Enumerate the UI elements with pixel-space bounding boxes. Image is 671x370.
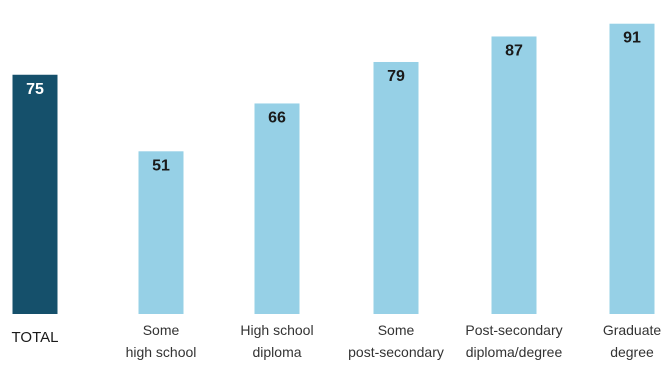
value-label-total: 75: [26, 81, 44, 98]
category-label-line: post-secondary: [348, 344, 444, 360]
category-label-1: Some high school: [126, 322, 197, 360]
value-label-3: 79: [387, 68, 405, 85]
category-label-line: Some: [143, 322, 180, 338]
category-label-total: TOTAL: [12, 329, 59, 346]
category-label-line: Post-secondary: [465, 322, 562, 338]
bar-2: [254, 103, 300, 315]
category-label-3: Some post-secondary: [348, 322, 444, 360]
bar-1: [138, 151, 184, 314]
category-label-line: Some: [378, 322, 415, 338]
category-label-line: diploma/degree: [466, 344, 563, 360]
bars-group: [12, 23, 655, 315]
value-label-2: 66: [268, 109, 286, 126]
category-label-4: Post-secondary diploma/degree: [465, 322, 562, 360]
bar-3: [373, 61, 419, 314]
bar-total: [12, 74, 58, 314]
value-label-5: 91: [623, 30, 641, 47]
bar-4: [491, 36, 537, 314]
category-label-line: High school: [240, 322, 313, 338]
bar-5: [609, 23, 655, 315]
value-labels-group: 75 51 66 79 87 91: [26, 30, 641, 175]
category-label-2: High school diploma: [240, 322, 313, 360]
category-label-line: diploma: [252, 344, 301, 360]
value-label-1: 51: [152, 157, 170, 174]
category-label-line: Graduate: [603, 322, 662, 338]
category-label-line: high school: [126, 344, 197, 360]
value-label-4: 87: [505, 42, 523, 59]
category-label-line: degree: [610, 344, 654, 360]
category-labels-group: TOTAL Some high school High school diploma So…: [12, 322, 662, 360]
category-label-5: Graduate degree: [603, 322, 662, 360]
